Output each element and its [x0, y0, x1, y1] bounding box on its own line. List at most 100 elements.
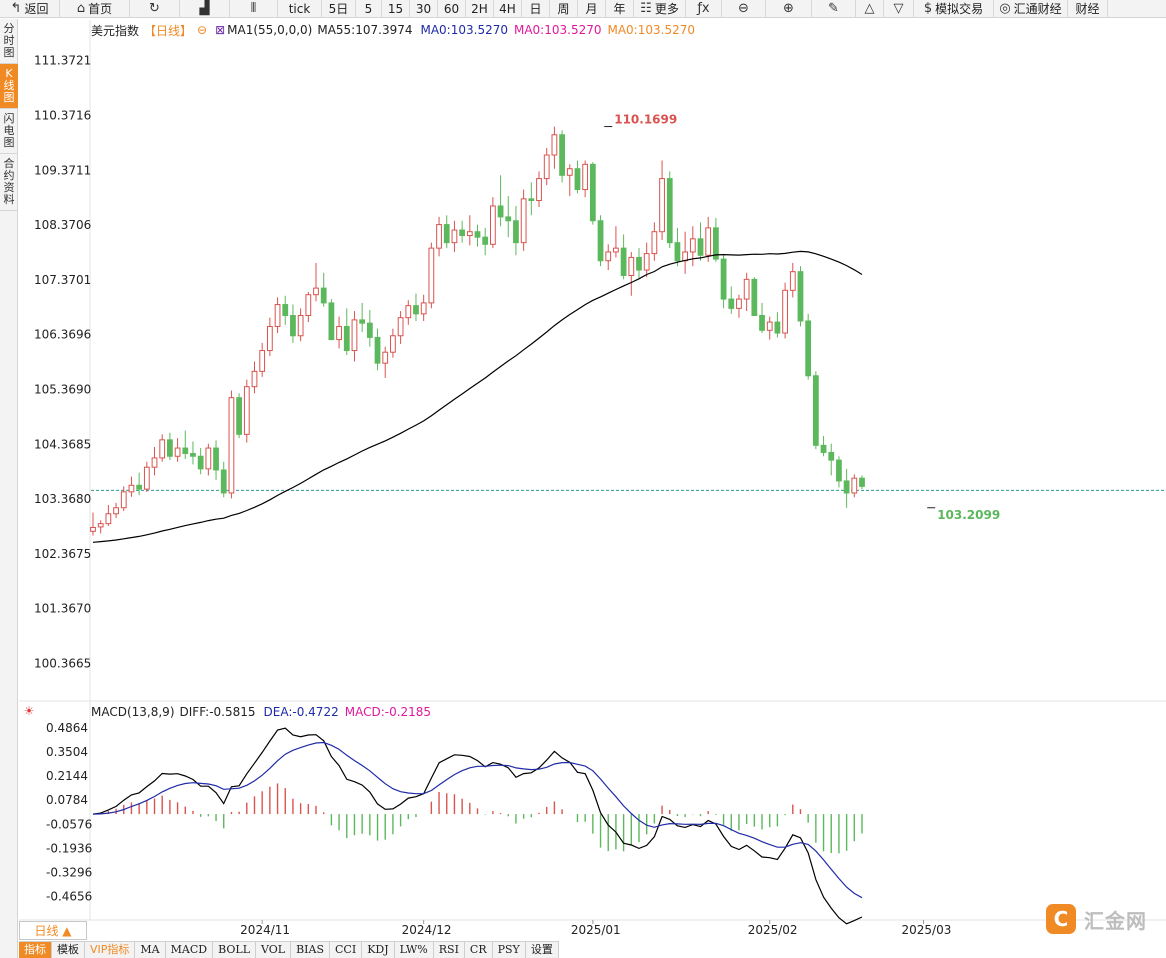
period-selector[interactable]: 日线 ▲	[19, 921, 87, 940]
price-tick-label: 102.3675	[34, 547, 91, 561]
indicator-tab-7[interactable]: BIAS	[291, 942, 330, 958]
candle-down	[713, 227, 719, 260]
zoom-out-button[interactable]: ⊖	[722, 0, 766, 17]
toolbar-btn-16[interactable]: 年	[606, 0, 634, 17]
price-tick-label: 111.3721	[34, 54, 91, 68]
candle-down	[290, 315, 296, 337]
toolbar-btn-26[interactable]: 财经	[1068, 0, 1108, 17]
toolbar-btn-8[interactable]: 15	[382, 0, 410, 17]
price-tick-label: 103.3680	[34, 492, 91, 506]
candle-up	[174, 447, 181, 457]
pen-button[interactable]: ✎	[812, 0, 856, 17]
triangle-up-button[interactable]: △	[856, 0, 884, 17]
side-tab-1[interactable]: K线图	[0, 64, 18, 109]
toolbar-grid-menu-icon-17[interactable]: ☷ 更多	[634, 0, 686, 17]
toolbar-label: 更多	[654, 2, 679, 16]
candle-down	[320, 287, 327, 304]
indicator-tab-5[interactable]: BOLL	[213, 942, 256, 958]
toolbar-home-icon-1[interactable]: ⌂ 首页	[60, 0, 130, 17]
indicator-tab-6[interactable]: VOL	[256, 942, 292, 958]
toolbar-label: 15	[387, 1, 404, 16]
candle-down	[374, 336, 381, 364]
toolbar-btn-15[interactable]: 月	[578, 0, 606, 17]
toolbar-btn-6[interactable]: 5日	[322, 0, 356, 17]
macd-tick-label: -0.3296	[46, 865, 92, 879]
indicator-tab-14[interactable]: 设置	[526, 942, 559, 958]
toolbar-logo-circle-icon-25[interactable]: ◎ 汇通财经	[994, 0, 1068, 17]
candle-down	[820, 444, 827, 453]
indicator-tab-11[interactable]: RSI	[434, 942, 465, 958]
triangle-down-button[interactable]: ▽	[884, 0, 914, 17]
toolbar-dollar-icon-24[interactable]: $ 模拟交易	[914, 0, 994, 17]
logo-circle-icon: ◎	[999, 1, 1011, 16]
toolbar-label: 财经	[1075, 2, 1100, 16]
indicator-tab-13[interactable]: PSY	[493, 942, 526, 958]
indicator-tab-10[interactable]: LW%	[395, 942, 434, 958]
ma-toggle-icon[interactable]: ⊠	[215, 23, 226, 37]
indicator-tab-12[interactable]: CR	[465, 942, 493, 958]
x-tick-label: 2025/02	[748, 923, 798, 937]
bar-chart-button[interactable]: ▟	[180, 0, 230, 17]
candle-up	[151, 457, 158, 468]
diff-line	[92, 727, 863, 925]
candle-up	[782, 289, 788, 334]
indicator-tab-8[interactable]: CCI	[330, 942, 363, 958]
triangle-down-icon: ▽	[893, 1, 904, 16]
side-tab-3[interactable]: 合约资料	[0, 154, 18, 211]
price-tick-label: 110.3716	[34, 108, 91, 122]
macd-tick-label: 0.2144	[46, 769, 88, 783]
zoom-in-button[interactable]: ⊕	[766, 0, 812, 17]
brand-logo: C 汇金网	[1046, 902, 1158, 936]
candle-down	[528, 198, 535, 201]
candle-down	[797, 271, 804, 322]
indicator-tab-4[interactable]: MACD	[166, 942, 214, 958]
pen-icon: ✎	[828, 1, 839, 16]
toolbar-label: 日	[529, 2, 542, 16]
candle-down	[859, 477, 865, 487]
candle-down	[574, 168, 581, 191]
candle-up	[736, 298, 742, 309]
period-label[interactable]: 【日线】	[144, 23, 193, 38]
toolbar-back-arrow-icon-0[interactable]: ↰ 返回	[0, 0, 60, 17]
toolbar-label: 模拟交易	[935, 2, 984, 16]
price-tick-label: 104.3685	[34, 437, 91, 451]
zoom-out-icon: ⊖	[738, 1, 749, 16]
formula-button[interactable]: ƒx	[686, 0, 722, 17]
indicator-tab-9[interactable]: KDJ	[362, 942, 395, 958]
indicator-tab-1[interactable]: 模板	[52, 942, 85, 958]
indicator-tab-0[interactable]: 指标	[19, 942, 52, 958]
back-arrow-icon: ↰	[10, 1, 22, 16]
candle-down	[190, 453, 196, 457]
settings-circle-icon[interactable]: ⊖	[197, 23, 208, 37]
indicator-tab-3[interactable]: MA	[135, 942, 166, 958]
toolbar-btn-7[interactable]: 5	[356, 0, 382, 17]
toolbar-btn-13[interactable]: 日	[522, 0, 550, 17]
candle-up	[851, 477, 858, 494]
toolbar-btn-10[interactable]: 60	[438, 0, 466, 17]
candlestick-button[interactable]: ⫴	[230, 0, 278, 17]
toolbar-btn-12[interactable]: 4H	[494, 0, 522, 17]
indicator-sun-icon[interactable]: ☀	[23, 704, 35, 718]
candle-down	[720, 258, 727, 300]
main-chart-legend: 美元指数 【日线】 ⊖ ⊠ MA1(55,0,0,0) MA55:107.397…	[91, 22, 700, 38]
refresh-button[interactable]: ↻	[130, 0, 180, 17]
side-tab-2[interactable]: 闪电图	[0, 109, 18, 154]
candle-up	[520, 198, 527, 244]
candle-up	[351, 319, 358, 352]
side-tab-0[interactable]: 分时图	[0, 19, 18, 64]
candle-up	[551, 134, 558, 156]
toolbar-label: 返回	[24, 2, 49, 16]
toolbar-btn-9[interactable]: 30	[410, 0, 438, 17]
candle-up	[336, 325, 342, 341]
toolbar-btn-14[interactable]: 周	[550, 0, 578, 17]
x-tick-label: 2025/01	[571, 923, 621, 937]
candle-up	[120, 491, 127, 509]
toolbar-label: 30	[415, 1, 432, 16]
toolbar-btn-5[interactable]: tick	[278, 0, 322, 17]
indicator-tab-2[interactable]: VIP指标	[85, 942, 136, 958]
candle-up	[628, 256, 635, 277]
toolbar-label: 汇通财经	[1013, 2, 1062, 16]
toolbar-btn-11[interactable]: 2H	[466, 0, 494, 17]
candle-up	[582, 163, 589, 191]
